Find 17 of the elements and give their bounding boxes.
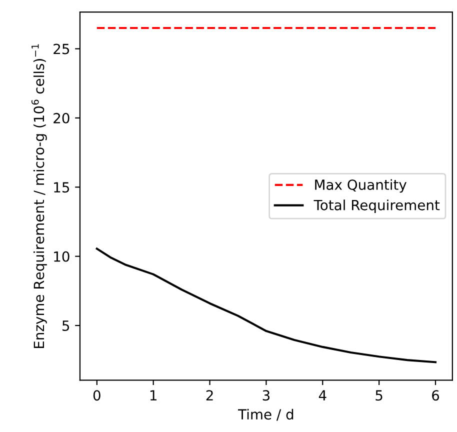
line-series: [96, 248, 437, 364]
y-tick-label: 5: [62, 320, 70, 331]
x-tick-label: 6: [432, 390, 440, 401]
y-tick-label: 10: [54, 251, 70, 262]
y-tick-label: 25: [54, 44, 70, 54]
x-tick-label: 0: [93, 390, 100, 401]
legend-label: Total Requirement: [314, 200, 440, 214]
x-tick-label: 5: [376, 390, 382, 401]
x-tick-label: 1: [150, 390, 156, 400]
x-tick-label: 3: [262, 390, 270, 401]
x-axis-title: Time / d: [238, 408, 294, 421]
legend-label: Max Quantity: [315, 179, 406, 193]
y-tick-label: 20: [54, 112, 70, 124]
y-axis-title: Enzyme Requirement / micro-g (10$^{6}$ cells)$^{−1}$: [31, 44, 47, 348]
y-tick-label: 15: [54, 182, 70, 193]
x-tick-label: 2: [206, 390, 213, 400]
x-tick-label: 4: [318, 390, 326, 400]
